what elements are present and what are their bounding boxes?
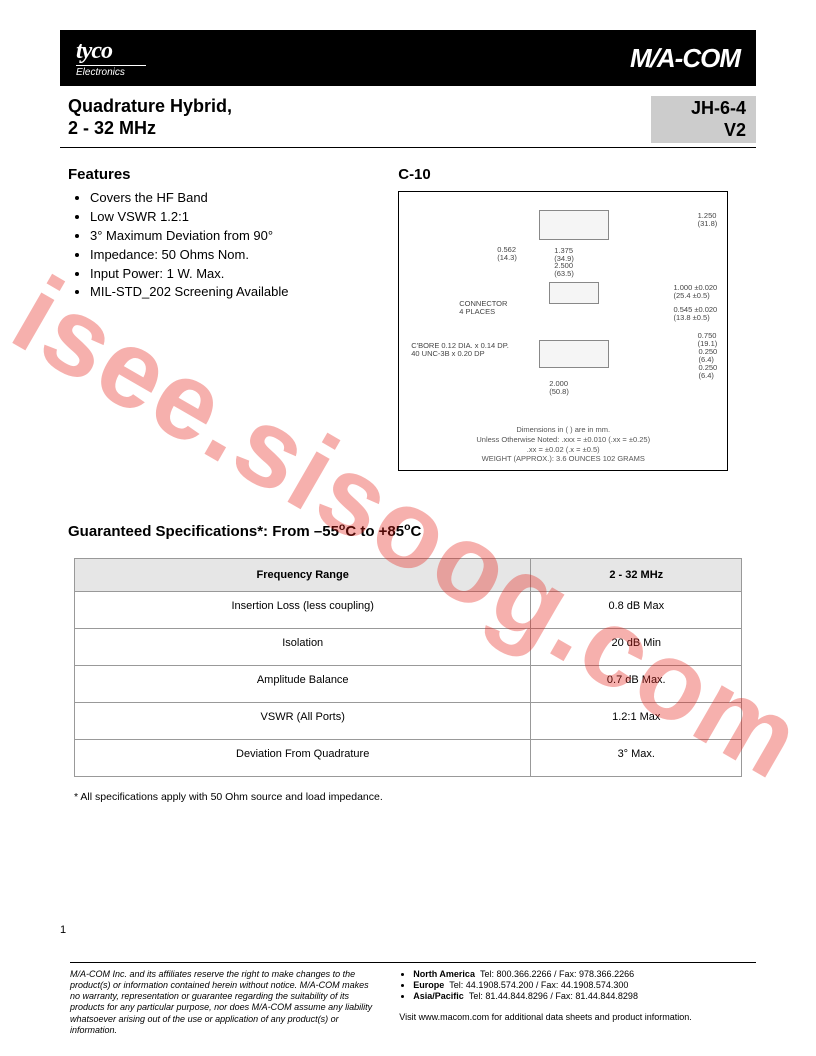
table-cell: 3° Max.: [531, 740, 742, 777]
spec-footnote: * All specifications apply with 50 Ohm s…: [60, 791, 756, 803]
footer-contacts: North America Tel: 800.366.2266 / Fax: 9…: [399, 969, 756, 1037]
contact-item: Asia/Pacific Tel: 81.44.844.8296 / Fax: …: [413, 991, 756, 1002]
footer-visit: Visit www.macom.com for additional data …: [399, 1012, 756, 1023]
feature-list: Covers the HF Band Low VSWR 1.2:1 3° Max…: [68, 189, 398, 302]
tyco-logo-sub: Electronics: [76, 65, 146, 78]
drawing-note: Dimensions in ( ) are in mm.: [516, 425, 610, 434]
title-line2: 2 - 32 MHz: [68, 118, 156, 138]
figure-heading: C-10: [398, 166, 756, 183]
dim-label: 2.500(63.5): [554, 262, 574, 279]
table-row: Insertion Loss (less coupling)0.8 dB Max: [74, 592, 741, 629]
table-row: VSWR (All Ports)1.2:1 Max: [74, 703, 741, 740]
table-cell: 0.8 dB Max: [531, 592, 742, 629]
drawing-block: [549, 282, 599, 304]
table-cell: VSWR (All Ports): [74, 703, 531, 740]
feature-item: Input Power: 1 W. Max.: [90, 265, 398, 284]
tyco-logo: tyco Electronics: [76, 39, 146, 78]
dim-label: 2.000(50.8): [549, 380, 569, 397]
table-row: Isolation20 dB Min: [74, 629, 741, 666]
contact-item: Europe Tel: 44.1908.574.200 / Fax: 44.19…: [413, 980, 756, 991]
contact-info: Tel: 44.1908.574.200 / Fax: 44.1908.574.…: [449, 980, 628, 990]
drawing-note: Unless Otherwise Noted: .xxx = ±0.010 (.…: [476, 435, 650, 444]
features-heading: Features: [68, 166, 398, 183]
table-cell: Insertion Loss (less coupling): [74, 592, 531, 629]
page-footer: M/A-COM Inc. and its affiliates reserve …: [70, 962, 756, 1037]
dim-label: 0.562(14.3): [497, 246, 517, 263]
contact-item: North America Tel: 800.366.2266 / Fax: 9…: [413, 969, 756, 980]
table-cell: Amplitude Balance: [74, 666, 531, 703]
version: V2: [724, 120, 746, 140]
feature-item: 3° Maximum Deviation from 90°: [90, 227, 398, 246]
contact-region: North America: [413, 969, 475, 979]
part-number: JH-6-4: [691, 98, 746, 118]
dim-label: C'BORE 0.12 DIA. x 0.14 DP.40 UNC-3B x 0…: [411, 342, 509, 359]
macom-logo: M/A-COM: [630, 43, 740, 74]
dim-label: CONNECTOR4 PLACES: [459, 300, 507, 317]
drawing-block: [539, 340, 609, 368]
tyco-logo-text: tyco: [76, 39, 146, 63]
features-column: Features Covers the HF Band Low VSWR 1.2…: [68, 166, 398, 471]
title-right: JH-6-4 V2: [651, 96, 756, 143]
table-row: Amplitude Balance0.7 dB Max.: [74, 666, 741, 703]
dim-label: 1.000 ±0.020(25.4 ±0.5): [673, 284, 717, 301]
contact-region: Asia/Pacific: [413, 991, 464, 1001]
title-left: Quadrature Hybrid, 2 - 32 MHz: [60, 96, 651, 143]
feature-item: Covers the HF Band: [90, 189, 398, 208]
spec-table: Frequency Range 2 - 32 MHz Insertion Los…: [74, 558, 742, 777]
spec-heading: Guaranteed Specifications*: From –55oC t…: [60, 521, 756, 540]
page-number: 1: [60, 924, 66, 936]
table-cell: Isolation: [74, 629, 531, 666]
table-header: 2 - 32 MHz: [531, 559, 742, 592]
drawing-block: [539, 210, 609, 240]
title-row: Quadrature Hybrid, 2 - 32 MHz JH-6-4 V2: [60, 96, 756, 148]
mechanical-drawing: 1.250(31.8) 0.562(14.3) 1.375(34.9) 2.50…: [398, 191, 728, 471]
header-bar: tyco Electronics M/A-COM: [60, 30, 756, 86]
content-row: Features Covers the HF Band Low VSWR 1.2…: [60, 166, 756, 471]
figure-column: C-10 1.250(31.8) 0.562(14.3) 1.375(34.9)…: [398, 166, 756, 471]
contact-info: Tel: 800.366.2266 / Fax: 978.366.2266: [480, 969, 634, 979]
drawing-note: WEIGHT (APPROX.): 3.6 OUNCES 102 GRAMS: [482, 454, 645, 463]
dim-label: 0.545 ±0.020(13.8 ±0.5): [673, 306, 717, 323]
feature-item: Impedance: 50 Ohms Nom.: [90, 246, 398, 265]
table-header-row: Frequency Range 2 - 32 MHz: [74, 559, 741, 592]
table-header: Frequency Range: [74, 559, 531, 592]
table-cell: Deviation From Quadrature: [74, 740, 531, 777]
footer-disclaimer: M/A-COM Inc. and its affiliates reserve …: [70, 969, 399, 1037]
page: tyco Electronics M/A-COM Quadrature Hybr…: [0, 0, 816, 1056]
dim-label: 0.250(6.4): [698, 364, 717, 381]
feature-item: MIL-STD_202 Screening Available: [90, 283, 398, 302]
drawing-note: .xx = ±0.02 (.x = ±0.5): [527, 445, 600, 454]
drawing-footer: Dimensions in ( ) are in mm. Unless Othe…: [411, 425, 715, 464]
table-row: Deviation From Quadrature3° Max.: [74, 740, 741, 777]
table-cell: 1.2:1 Max: [531, 703, 742, 740]
table-cell: 20 dB Min: [531, 629, 742, 666]
table-cell: 0.7 dB Max.: [531, 666, 742, 703]
title-line1: Quadrature Hybrid,: [68, 96, 232, 116]
contact-info: Tel: 81.44.844.8296 / Fax: 81.44.844.829…: [469, 991, 638, 1001]
contact-region: Europe: [413, 980, 444, 990]
feature-item: Low VSWR 1.2:1: [90, 208, 398, 227]
dim-label: 1.250(31.8): [698, 212, 718, 229]
